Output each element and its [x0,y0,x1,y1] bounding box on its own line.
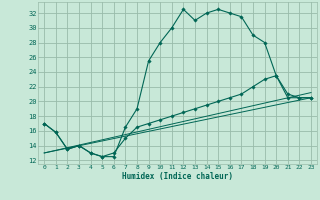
X-axis label: Humidex (Indice chaleur): Humidex (Indice chaleur) [122,172,233,181]
